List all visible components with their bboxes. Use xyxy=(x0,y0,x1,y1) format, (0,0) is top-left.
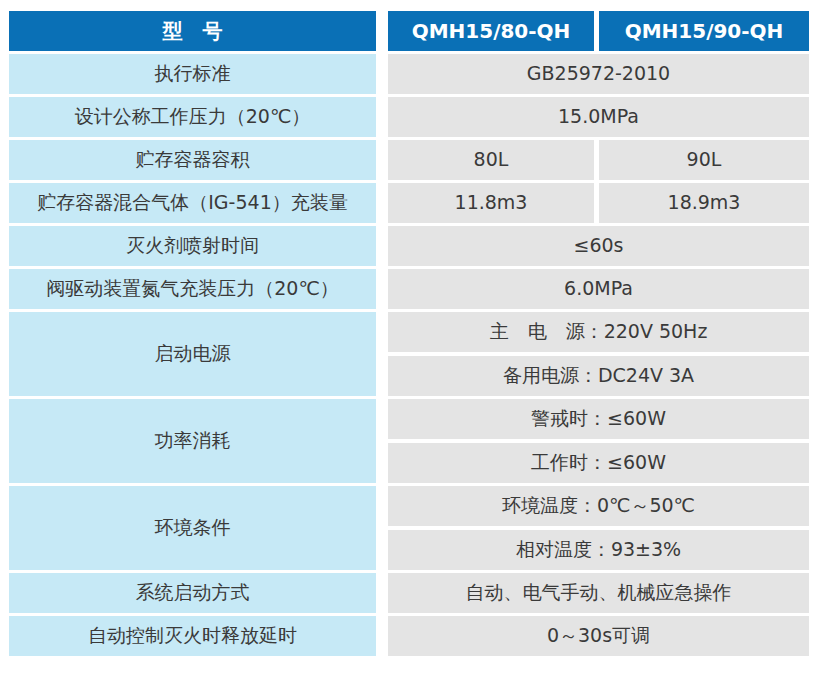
table-row-standard: 执行标准 GB25972-2010 xyxy=(9,54,809,94)
row-value: ≤60s xyxy=(388,226,809,266)
row-value-2: 90L xyxy=(599,140,809,180)
row-value: 自动、电气手动、机械应急操作 xyxy=(388,573,809,613)
table-header-row: 型 号 QMH15/80-QH QMH15/90-QH xyxy=(9,11,809,51)
table-row-working-pressure: 设计公称工作压力（20℃） 15.0MPa xyxy=(9,97,809,137)
row-value-stack: 主 电 源：220V 50Hz 备用电源：DC24V 3A xyxy=(388,312,809,396)
model-col-2-header: QMH15/90-QH xyxy=(599,11,809,51)
row-value: 0～30s可调 xyxy=(388,616,809,656)
sub-value-1: 主 电 源：220V 50Hz xyxy=(388,312,809,352)
table-row-release-delay: 自动控制灭火时释放延时 0～30s可调 xyxy=(9,616,809,656)
table-row-environment: 环境条件 环境温度：0℃～50℃ 相对温度：93±3% xyxy=(9,486,809,570)
table-row-start-power: 启动电源 主 电 源：220V 50Hz 备用电源：DC24V 3A xyxy=(9,312,809,396)
row-label: 系统启动方式 xyxy=(9,573,376,613)
table-row-gas-filling: 贮存容器混合气体（IG-541）充装量 11.8m3 18.9m3 xyxy=(9,183,809,223)
row-value-1: 80L xyxy=(388,140,594,180)
spec-sheet-page: 型 号 QMH15/80-QH QMH15/90-QH 执行标准 GB25972… xyxy=(0,0,817,679)
model-col-1-header: QMH15/80-QH xyxy=(388,11,594,51)
row-value-stack: 环境温度：0℃～50℃ 相对温度：93±3% xyxy=(388,486,809,570)
table-row-container-volume: 贮存容器容积 80L 90L xyxy=(9,140,809,180)
row-value: 15.0MPa xyxy=(388,97,809,137)
sub-value-1: 环境温度：0℃～50℃ xyxy=(388,486,809,526)
row-value: 6.0MPa xyxy=(388,269,809,309)
row-label: 功率消耗 xyxy=(9,399,376,483)
model-header-cell: 型 号 xyxy=(9,11,376,51)
row-label: 启动电源 xyxy=(9,312,376,396)
row-value-1: 11.8m3 xyxy=(388,183,594,223)
row-label: 灭火剂喷射时间 xyxy=(9,226,376,266)
table-row-spray-time: 灭火剂喷射时间 ≤60s xyxy=(9,226,809,266)
row-label: 贮存容器混合气体（IG-541）充装量 xyxy=(9,183,376,223)
table-row-start-mode: 系统启动方式 自动、电气手动、机械应急操作 xyxy=(9,573,809,613)
row-label: 环境条件 xyxy=(9,486,376,570)
row-value: GB25972-2010 xyxy=(388,54,809,94)
sub-value-2: 相对温度：93±3% xyxy=(388,530,809,570)
sub-value-1: 警戒时：≤60W xyxy=(388,399,809,439)
row-label: 执行标准 xyxy=(9,54,376,94)
sub-value-2: 工作时：≤60W xyxy=(388,443,809,483)
row-label: 设计公称工作压力（20℃） xyxy=(9,97,376,137)
table-row-power-consumption: 功率消耗 警戒时：≤60W 工作时：≤60W xyxy=(9,399,809,483)
row-label: 贮存容器容积 xyxy=(9,140,376,180)
row-label: 自动控制灭火时释放延时 xyxy=(9,616,376,656)
row-label: 阀驱动装置氮气充装压力（20℃） xyxy=(9,269,376,309)
spec-table: 型 号 QMH15/80-QH QMH15/90-QH 执行标准 GB25972… xyxy=(9,11,809,656)
table-row-nitrogen-pressure: 阀驱动装置氮气充装压力（20℃） 6.0MPa xyxy=(9,269,809,309)
row-value-2: 18.9m3 xyxy=(599,183,809,223)
sub-value-2: 备用电源：DC24V 3A xyxy=(388,356,809,396)
row-value-stack: 警戒时：≤60W 工作时：≤60W xyxy=(388,399,809,483)
